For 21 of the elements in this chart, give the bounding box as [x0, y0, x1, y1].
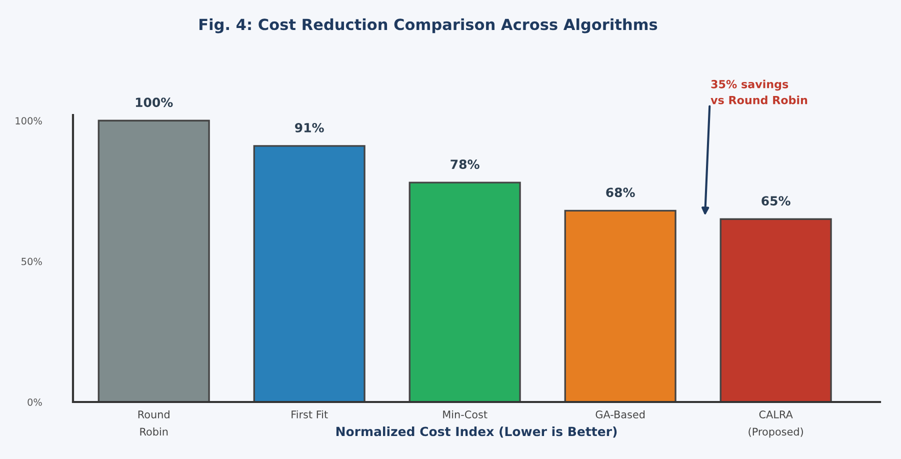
- x-tick-label: GA-Based: [596, 410, 645, 418]
- chart-title: Fig. 4: Cost Reduction Comparison Across Algorithms: [200, 18, 658, 34]
- x-tick-label: CALRA (Proposed): [748, 410, 803, 438]
- x-tick-label: Round Robin: [138, 410, 170, 436]
- text: 35% savings vs Round Robin: [710, 80, 808, 104]
- x-tick-label: Min-Cost: [443, 410, 488, 418]
- bar: [720, 218, 832, 402]
- y-tick-label: 0%: [28, 398, 42, 406]
- x-tick-label: First Fit: [292, 410, 328, 418]
- bar: [408, 182, 521, 402]
- y-tick-label: 50%: [22, 258, 42, 266]
- x-axis-title: Normalized Cost Index (Lower is Better): [336, 426, 617, 438]
- bar: [253, 145, 366, 402]
- data-label: 100%: [136, 98, 173, 108]
- data-label: 78%: [450, 160, 480, 169]
- bar: [564, 210, 676, 402]
- data-label: 91%: [295, 122, 324, 132]
- bar: [98, 120, 210, 402]
- data-label: 68%: [606, 188, 635, 198]
- y-tick-label: 100%: [16, 117, 42, 124]
- data-label: 65%: [762, 196, 790, 206]
